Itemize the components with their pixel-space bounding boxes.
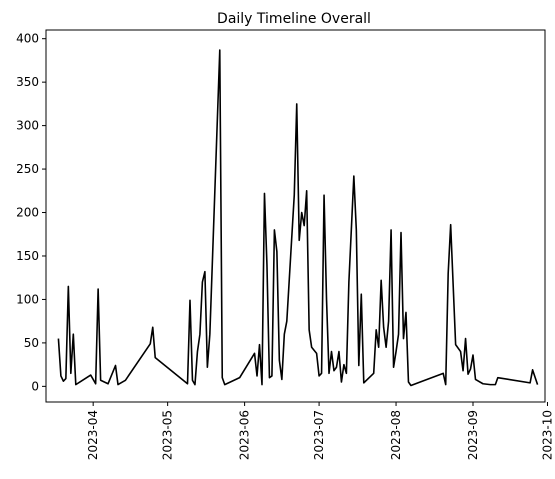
x-tick-label: 2023-08 (389, 410, 403, 460)
x-tick-label: 2023-10 (540, 410, 554, 460)
chart-title: Daily Timeline Overall (217, 11, 371, 27)
x-tick-label: 2023-06 (238, 410, 252, 460)
x-tick-label: 2023-04 (86, 410, 100, 460)
y-tick-label: 0 (31, 379, 39, 393)
y-tick-label: 400 (16, 32, 39, 46)
plot-frame (45, 29, 546, 403)
plot-area (57, 49, 539, 387)
y-tick-label: 300 (16, 119, 39, 133)
x-tick-label: 2023-05 (161, 410, 175, 460)
y-tick-label: 50 (24, 336, 39, 350)
x-tick-label: 2023-09 (466, 410, 480, 460)
x-tick-label: 2023-07 (312, 410, 326, 460)
y-tick-label: 150 (16, 249, 39, 263)
y-tick-label: 200 (16, 206, 39, 220)
y-tick-label: 100 (16, 292, 39, 306)
series-line (57, 49, 539, 387)
y-tick-label: 250 (16, 162, 39, 176)
x-axis: 2023-04 2023-05 2023-06 2023-07 2023-08 2023-… (86, 402, 554, 460)
y-axis: 0 50 100 150 200 250 300 350 400 (16, 32, 46, 393)
y-tick-label: 350 (16, 75, 39, 89)
